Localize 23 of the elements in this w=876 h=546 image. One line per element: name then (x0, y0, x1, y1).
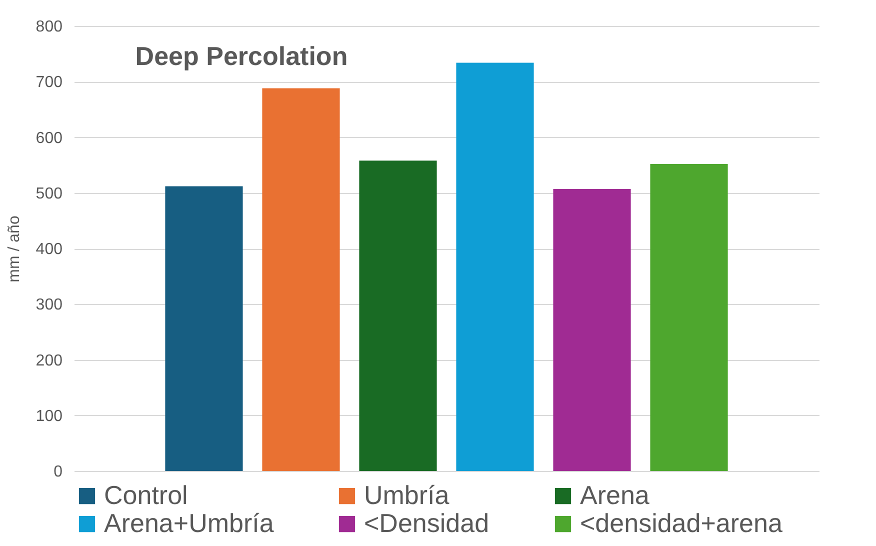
y-tick-label: 300 (36, 296, 63, 314)
bar (359, 160, 437, 471)
y-tick-label: 600 (36, 130, 63, 147)
bar (650, 164, 728, 471)
y-tick-label: 700 (36, 74, 63, 92)
legend-label: Arena (580, 480, 650, 510)
y-tick-label: 400 (36, 241, 63, 258)
y-tick-label: 800 (36, 18, 63, 36)
legend-label: Arena+Umbría (104, 508, 274, 538)
bar (262, 88, 340, 471)
legend-label: Umbría (364, 480, 450, 510)
y-axis-title: mm / año (6, 216, 23, 282)
bar (456, 62, 534, 471)
bar (165, 186, 243, 471)
y-tick-label: 500 (36, 185, 63, 202)
bar (553, 188, 631, 471)
y-tick-label: 200 (36, 352, 63, 370)
text: Deep Percolation (135, 41, 348, 71)
legend-label: Control (104, 480, 188, 510)
legend-label: <densidad+arena (580, 508, 783, 538)
y-tick-label: 100 (36, 408, 63, 425)
y-tick-label: 0 (54, 464, 63, 480)
legend-label: <Densidad (364, 508, 490, 538)
